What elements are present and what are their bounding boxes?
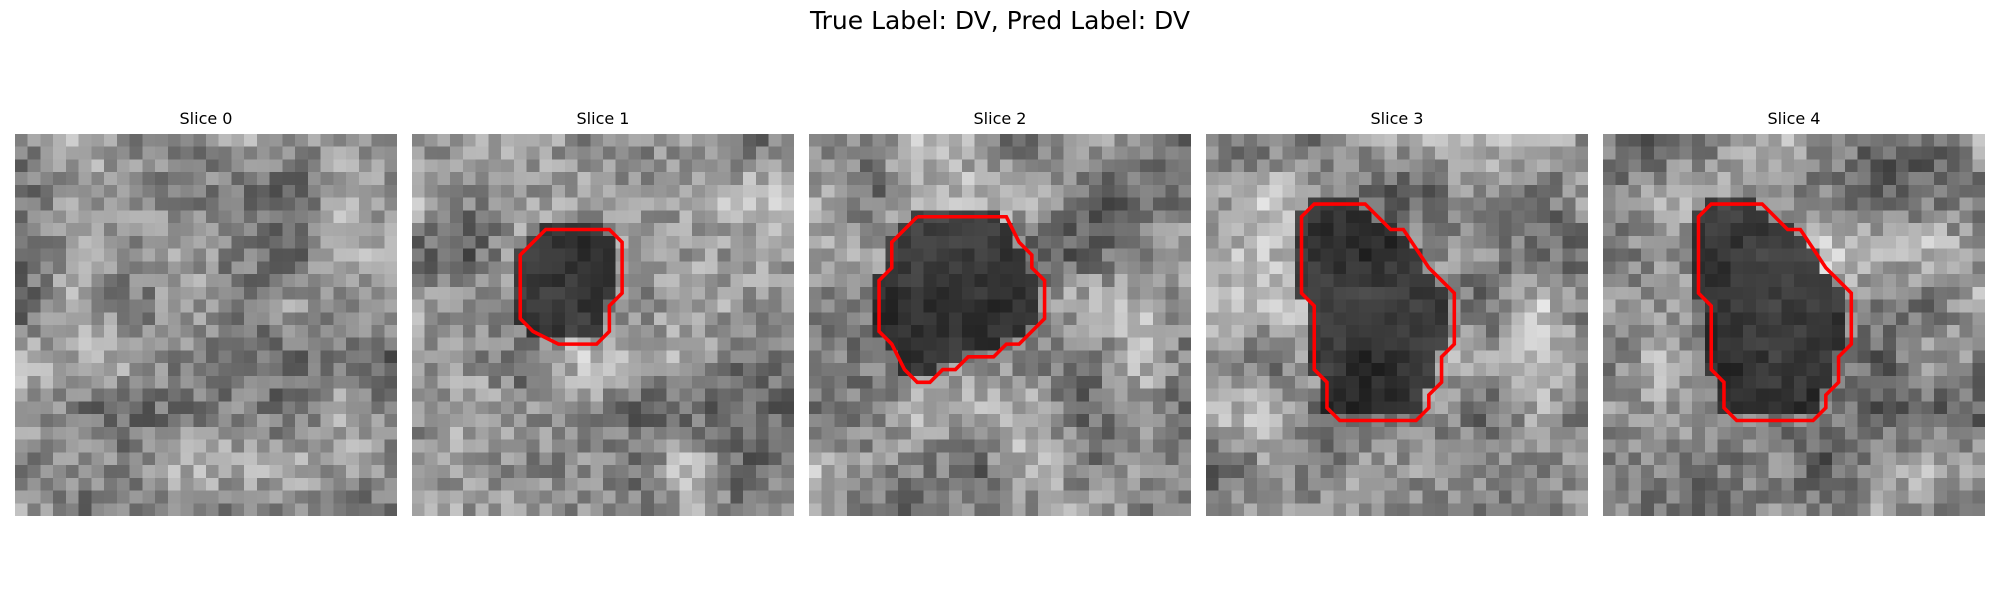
segmentation-contour [518, 227, 624, 346]
slice-panel-4: Slice 4 [1603, 108, 1985, 516]
slice-image [412, 134, 794, 516]
slice-title: Slice 2 [973, 109, 1027, 128]
slice-panel-0: Slice 0 [15, 108, 397, 516]
segmentation-contour [877, 214, 1047, 385]
figure-title: True Label: DV, Pred Label: DV [810, 6, 1190, 35]
slice-title: Slice 3 [1370, 109, 1424, 128]
slice-title: Slice 0 [179, 109, 233, 128]
slice-title: Slice 1 [576, 109, 630, 128]
slice-image [1206, 134, 1588, 516]
slice-title: Slice 4 [1767, 109, 1821, 128]
segmentation-contour [1299, 202, 1457, 423]
slice-panel-3: Slice 3 [1206, 108, 1588, 516]
segmentation-contour [1696, 202, 1854, 423]
slice-image [809, 134, 1191, 516]
slice-image [15, 134, 397, 516]
slice-panel-1: Slice 1 [412, 108, 794, 516]
slice-panel-2: Slice 2 [809, 108, 1191, 516]
slice-image [1603, 134, 1985, 516]
